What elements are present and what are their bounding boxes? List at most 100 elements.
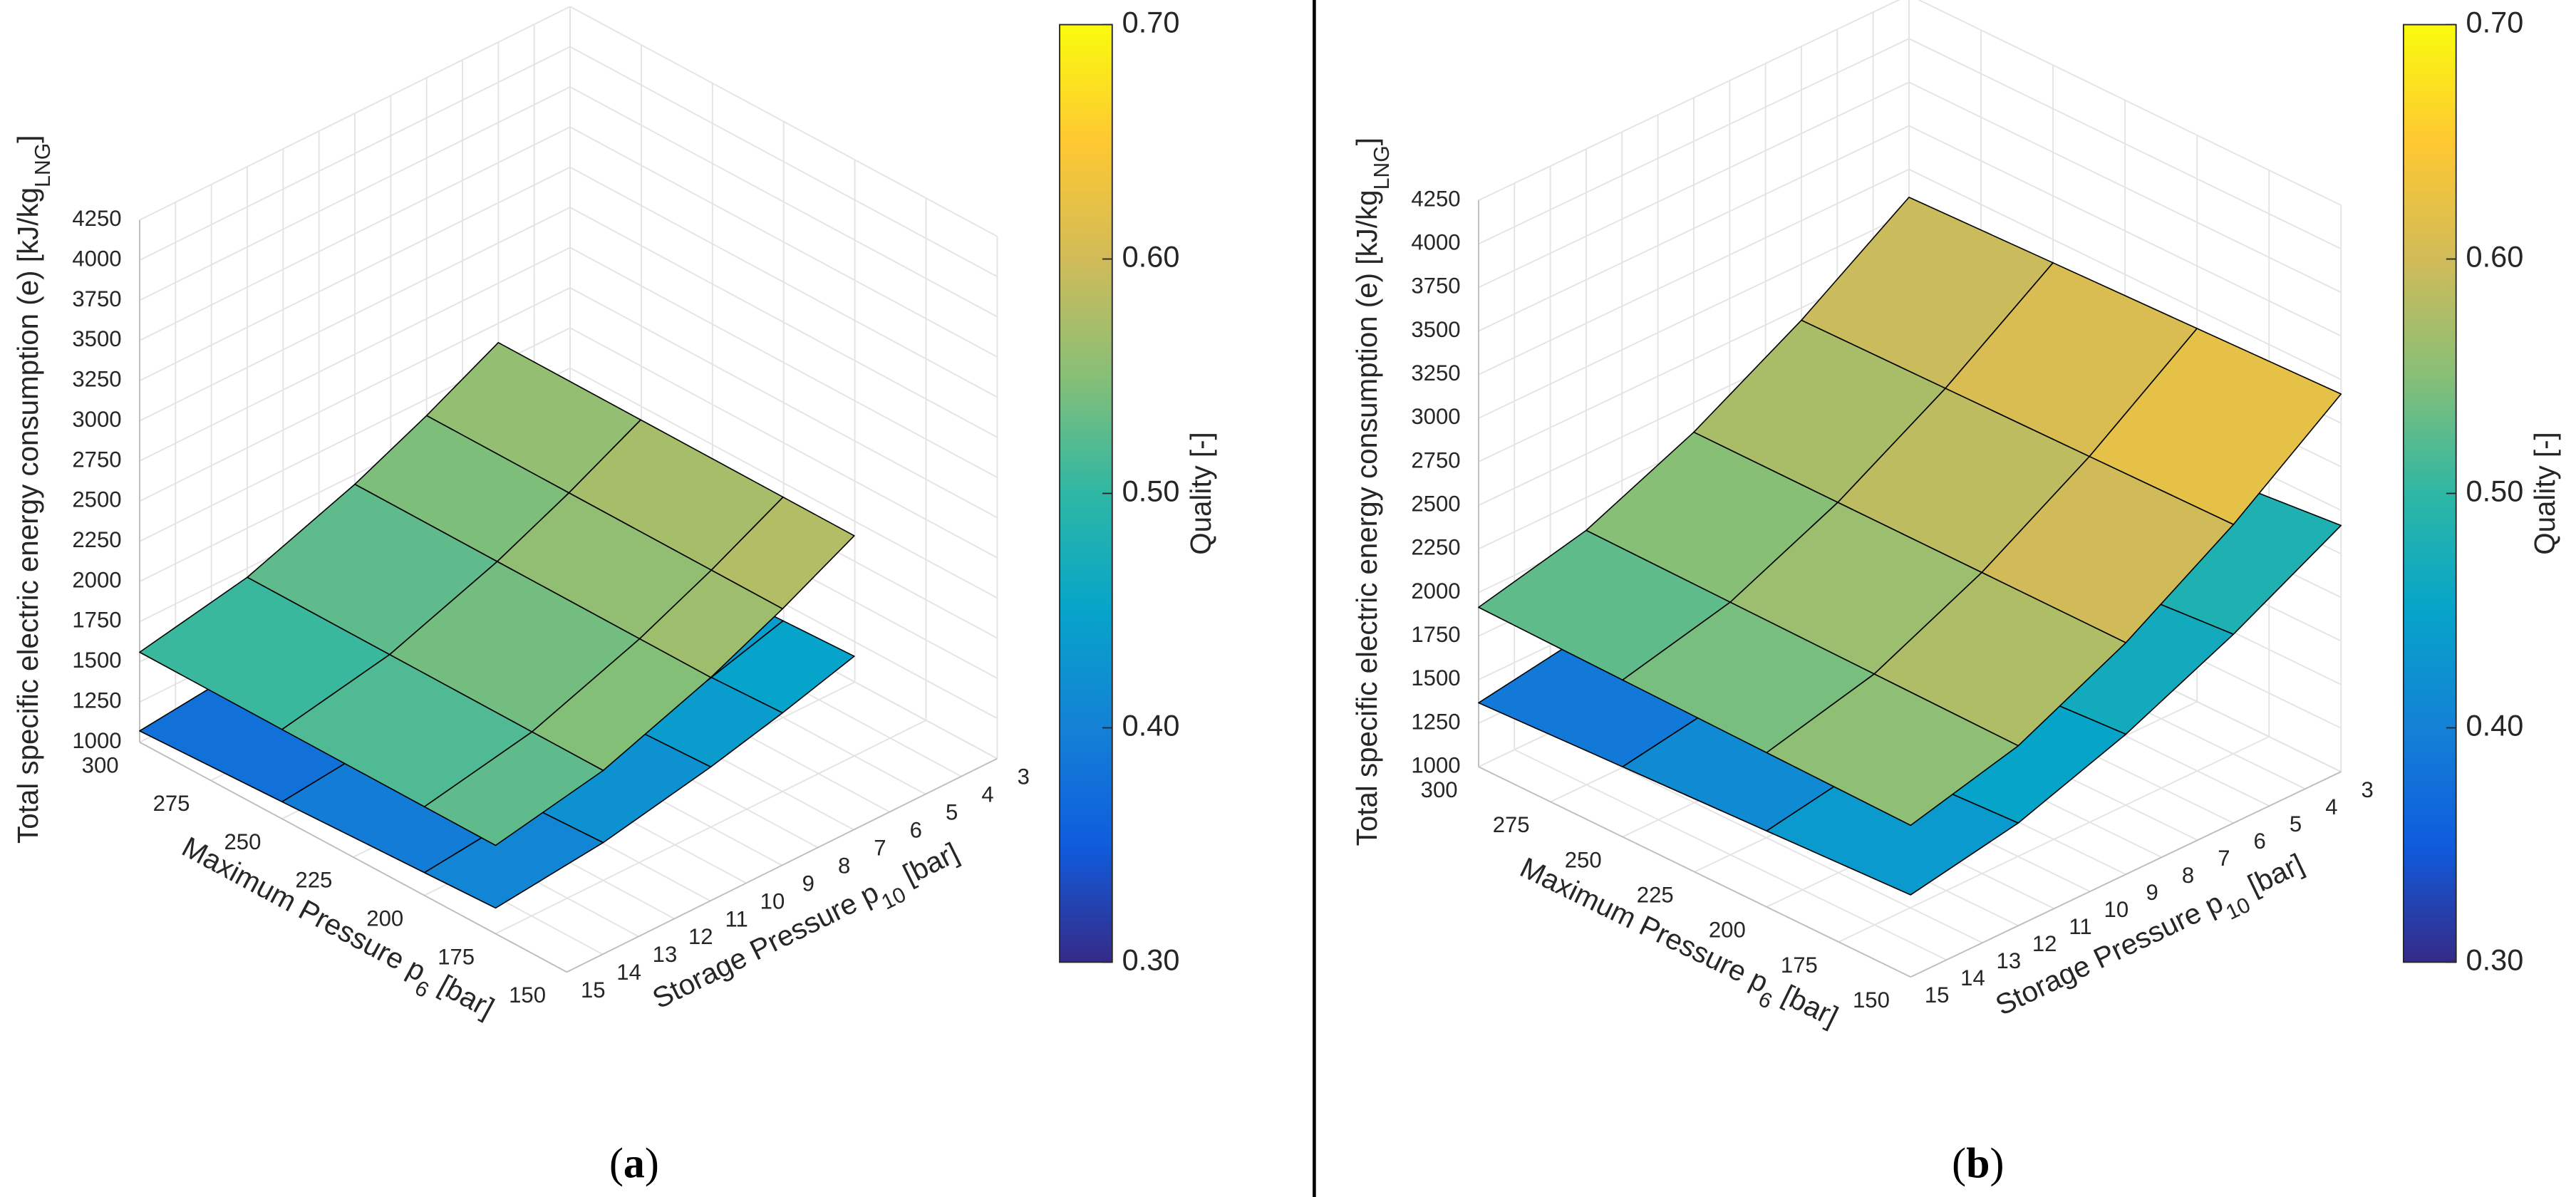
y-tick-label: 5 — [946, 800, 958, 825]
z-tick-label: 3000 — [1411, 404, 1460, 429]
z-axis-label-part: Total specific electric energy consumpti… — [11, 187, 44, 844]
grid-line — [139, 166, 571, 382]
z-tick-label: 2500 — [72, 487, 121, 512]
grid-line — [569, 247, 998, 478]
grid-line — [1908, 168, 2342, 380]
z-tick-label: 3750 — [72, 286, 121, 311]
y-tick-label: 13 — [1997, 948, 2022, 973]
grid-line — [569, 287, 998, 519]
y-tick-label: 5 — [2290, 812, 2302, 836]
grid-line — [1908, 125, 2342, 337]
y-tick-label: 4 — [981, 782, 993, 807]
grid-line — [139, 286, 571, 502]
grid-line — [569, 126, 998, 358]
z-tick-label: 3750 — [1411, 274, 1460, 299]
grid-line — [1550, 732, 1983, 944]
colorbar-tick-label: 0.70 — [1122, 6, 1180, 39]
caption-part: a — [624, 1139, 645, 1186]
x-tick-label: 225 — [1637, 882, 1674, 907]
grid-line — [139, 126, 571, 341]
z-tick-label: 3250 — [72, 367, 121, 392]
colorbar-tick-label: 0.50 — [2466, 474, 2524, 507]
x-tick-label: 275 — [153, 791, 190, 816]
grid-line — [1478, 168, 1910, 375]
z-axis-label-part: LNG — [1370, 145, 1393, 190]
y-tick-label: 12 — [688, 924, 713, 949]
z-axis-label: Total specific electric energy consumpti… — [1350, 138, 1394, 846]
z-axis-label: Total specific electric energy consumpti… — [11, 135, 55, 844]
x-axis-label-part: [bar] — [426, 965, 500, 1025]
y-tick-label: 9 — [2146, 880, 2158, 905]
z-tick-label: 2250 — [1411, 535, 1460, 560]
z-tick-label: 2000 — [72, 567, 121, 592]
y-tick-label: 7 — [2218, 846, 2230, 871]
y-tick-label: 14 — [616, 960, 641, 985]
z-tick-label: 4250 — [72, 206, 121, 231]
x-tick-label: 175 — [438, 944, 475, 969]
grid-line — [139, 247, 571, 462]
colorbar-tick-label: 0.50 — [1122, 474, 1180, 507]
grid-line — [569, 327, 998, 559]
grid-line — [569, 46, 998, 278]
z-axis-label-part: ] — [1350, 138, 1383, 145]
z-tick-label: 2500 — [1411, 491, 1460, 516]
y-tick-label: 10 — [2104, 897, 2129, 922]
y-tick-label: 12 — [2032, 931, 2057, 956]
y-tick-label: 3 — [1018, 765, 1030, 789]
x-tick-label: 200 — [366, 906, 403, 931]
y-tick-label: 15 — [1925, 983, 1950, 1007]
y-tick-label: 14 — [1960, 965, 1985, 990]
y-axis-label-part: [bar] — [2235, 847, 2309, 905]
y-tick-label: 7 — [874, 835, 886, 860]
surface-face — [423, 807, 604, 909]
z-tick-label: 1750 — [1411, 622, 1460, 647]
caption-part: ( — [1952, 1139, 1966, 1186]
z-tick-label: 1250 — [72, 688, 121, 712]
caption-part: b — [1966, 1139, 1990, 1186]
y-tick-label: 3 — [2362, 777, 2374, 802]
y-tick-label: 15 — [581, 978, 606, 1002]
colorbar-label: Quality [-] — [2528, 432, 2561, 555]
grid-line — [569, 207, 998, 438]
y-tick-label: 6 — [910, 817, 922, 842]
x-tick-label: 175 — [1781, 953, 1818, 978]
y-tick-label: 8 — [838, 853, 850, 878]
z-tick-label: 2250 — [72, 527, 121, 552]
z-tick-label: 1000 — [1411, 752, 1460, 777]
grid-line — [1908, 81, 2342, 294]
colorbar-tick-label: 0.60 — [1122, 239, 1180, 273]
grid-line — [139, 46, 571, 261]
y-axis-label-part: [bar] — [891, 836, 964, 894]
z-tick-label: 4250 — [1411, 186, 1460, 211]
grid-line — [1478, 81, 1910, 289]
grid-line — [569, 367, 998, 599]
y-tick-label: 6 — [2254, 829, 2266, 854]
colorbar-tick-label: 0.70 — [2466, 6, 2524, 39]
grid-line — [569, 166, 998, 398]
z-tick-label: 1500 — [1411, 665, 1460, 690]
colorbar-tick-label: 0.60 — [2466, 239, 2524, 273]
x-tick-label: 250 — [224, 829, 261, 854]
y-tick-label: 8 — [2182, 863, 2194, 888]
x-axis — [139, 741, 567, 973]
x-tick-label: 275 — [1493, 812, 1530, 837]
y-tick-label: 13 — [653, 942, 678, 967]
x-tick-label: 150 — [509, 983, 546, 1007]
z-tick-label: 2750 — [72, 447, 121, 472]
x-tick-label: 225 — [295, 868, 332, 893]
grid-line — [139, 86, 571, 301]
z-tick-label: 3500 — [1411, 317, 1460, 342]
grid-line — [1918, 0, 2342, 206]
y-tick-label: 11 — [2069, 914, 2091, 939]
grid-line — [139, 6, 571, 221]
z-axis-label-part: LNG — [31, 143, 55, 187]
z-tick-label: 3000 — [72, 407, 121, 432]
caption-part: ( — [609, 1139, 624, 1186]
x-axis-label-part: [bar] — [1770, 975, 1843, 1033]
grid-line — [569, 86, 998, 318]
z-axis-label-part: ] — [11, 135, 44, 143]
grid-line — [1514, 749, 1947, 961]
x-tick-label: 300 — [82, 752, 119, 777]
caption: (a) — [609, 1139, 659, 1186]
